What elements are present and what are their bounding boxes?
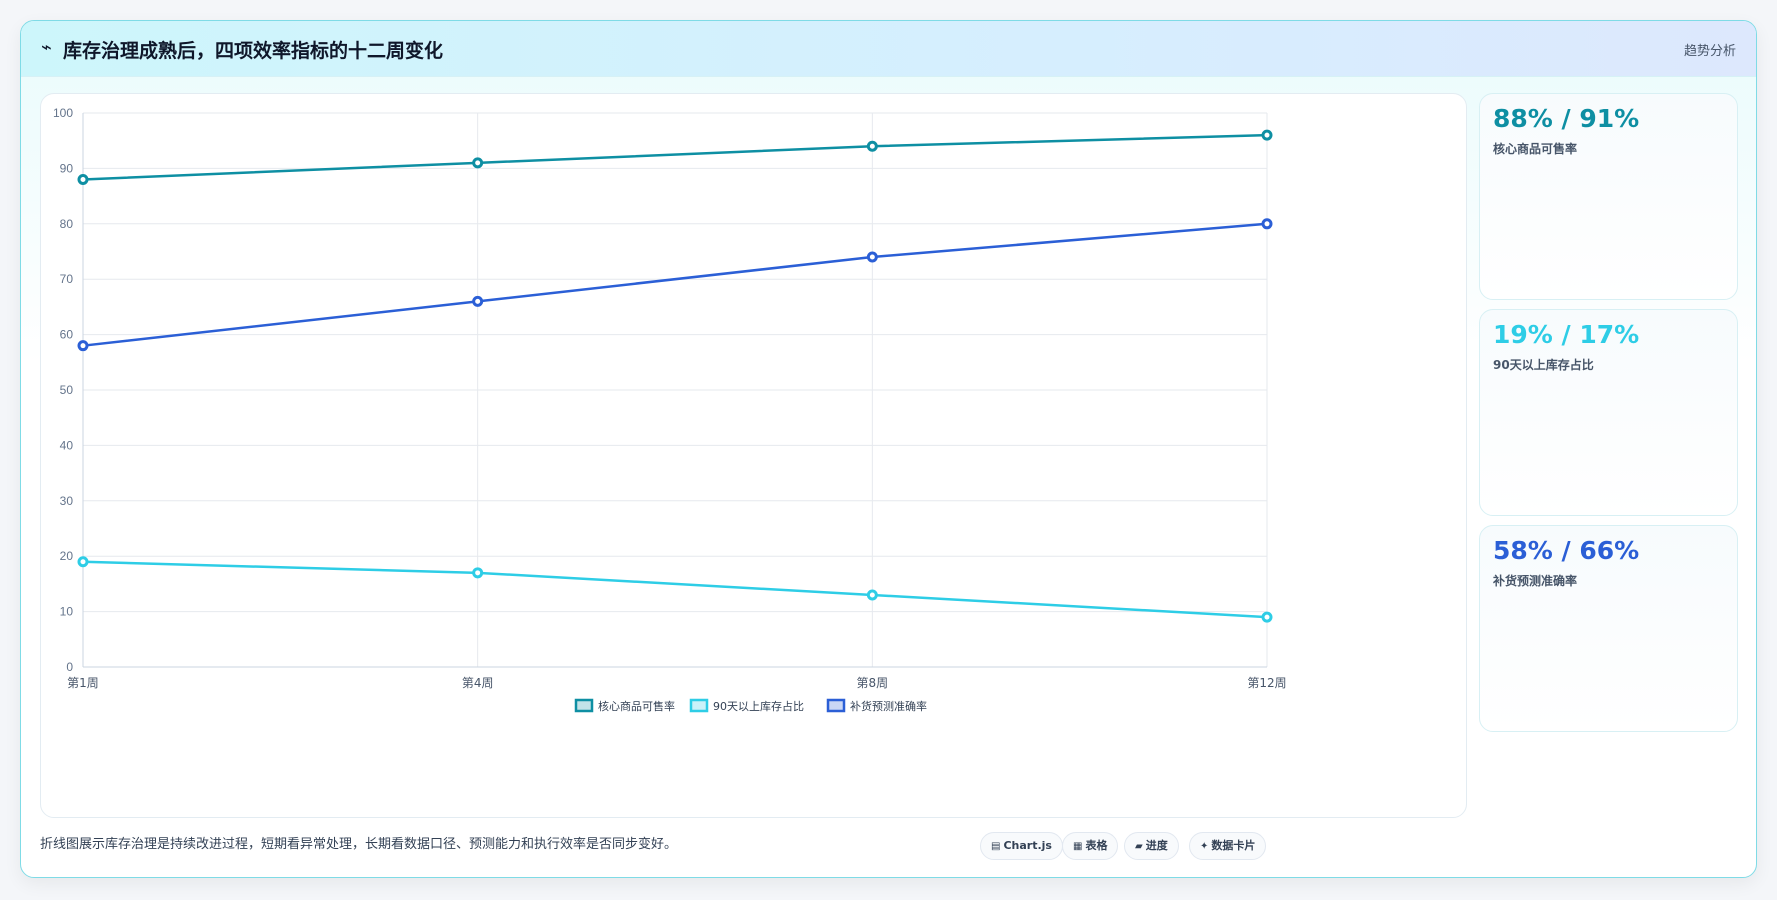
analysis-tag: 趋势分析 (1683, 44, 1736, 59)
x-tick-label: 第12周 (1247, 676, 1286, 690)
y-tick-label: 100 (53, 106, 73, 120)
chip-label: 数据卡片 (1211, 839, 1256, 852)
data-point (472, 567, 484, 579)
trend-icon: ⌁ (41, 37, 52, 58)
progress-icon: ▰ (1135, 841, 1143, 852)
chip-label: 表格 (1085, 839, 1108, 852)
kpi-card-forecast-accuracy: 58% / 66% 补货预测准确率 (1479, 525, 1738, 732)
series-line-2 (82, 222, 1268, 347)
kpi-label: 核心商品可售率 (1493, 142, 1578, 156)
y-tick-label: 20 (60, 549, 74, 563)
legend-swatch (826, 698, 846, 713)
y-tick-label: 30 (60, 494, 74, 508)
x-tick-label: 第1周 (67, 676, 99, 690)
legend-swatch (574, 698, 594, 713)
chip-table[interactable]: ▦ 表格 (1062, 832, 1119, 860)
kpi-card-aged-stock: 19% / 17% 90天以上库存占比 (1479, 309, 1738, 516)
data-point (1261, 129, 1273, 141)
x-tick-label: 第8周 (857, 676, 889, 690)
kpi-label: 90天以上库存占比 (1493, 358, 1594, 372)
y-tick-label: 0 (66, 660, 73, 674)
y-tick-label: 80 (60, 217, 74, 231)
data-point (77, 173, 89, 185)
chip-progress[interactable]: ▰ 进度 (1124, 832, 1179, 860)
x-tick-label: 第4周 (462, 676, 494, 690)
y-tick-label: 60 (60, 328, 74, 342)
data-point (866, 140, 878, 152)
sparkle-icon: ✦ (1200, 841, 1209, 852)
kpi-value: 58% / 66% (1493, 536, 1640, 565)
kpi-value: 19% / 17% (1493, 320, 1640, 349)
kpi-card-sellable-rate: 88% / 91% 核心商品可售率 (1479, 93, 1738, 300)
card-header: ⌁ 库存治理成熟后，四项效率指标的十二周变化 趋势分析 (21, 21, 1756, 77)
legend-label: 90天以上库存占比 (713, 699, 804, 713)
chip-label: 进度 (1145, 839, 1168, 852)
data-point (1261, 218, 1273, 230)
legend-swatch (689, 698, 709, 713)
y-tick-label: 70 (60, 272, 74, 286)
chart-icon: ▤ (991, 841, 1001, 852)
line-chart: 0 10 20 30 40 50 60 70 80 90 100 第1周 第4周 第8周 第12周核心商品可… (53, 106, 1287, 713)
data-point (77, 556, 89, 568)
legend-label: 补货预测准确率 (850, 699, 927, 713)
y-tick-label: 10 (60, 605, 74, 619)
kpi-value: 88% / 91% (1493, 104, 1640, 133)
chip-label: Chart.js (1003, 839, 1052, 852)
data-point (472, 157, 484, 169)
y-tick-label: 40 (60, 438, 74, 452)
series-line-1 (82, 560, 1268, 619)
data-point (1261, 611, 1273, 623)
chart-footnote: 折线图展示库存治理是持续改进过程，短期看异常处理，长期看数据口径、预测能力和执行… (40, 837, 678, 852)
legend-label: 核心商品可售率 (598, 699, 675, 713)
trend-card: ⌁ 库存治理成熟后，四项效率指标的十二周变化 趋势分析 0 10 20 30 40 50 6… (20, 20, 1757, 878)
y-tick-label: 90 (60, 161, 74, 175)
y-tick-label: 50 (60, 383, 74, 397)
kpi-label: 补货预测准确率 (1493, 574, 1578, 588)
data-point (77, 340, 89, 352)
chip-chartjs[interactable]: ▤ Chart.js (980, 832, 1063, 860)
card-title: 库存治理成熟后，四项效率指标的十二周变化 (63, 40, 444, 62)
data-point (866, 589, 878, 601)
series-line-0 (82, 133, 1268, 181)
data-point (866, 251, 878, 263)
chip-data-card[interactable]: ✦ 数据卡片 (1189, 832, 1267, 860)
data-point (472, 295, 484, 307)
table-icon: ▦ (1073, 841, 1083, 852)
chart-panel: 0 10 20 30 40 50 60 70 80 90 100 第1周 第4周 第8周 第12周核心商品可… (40, 93, 1467, 818)
